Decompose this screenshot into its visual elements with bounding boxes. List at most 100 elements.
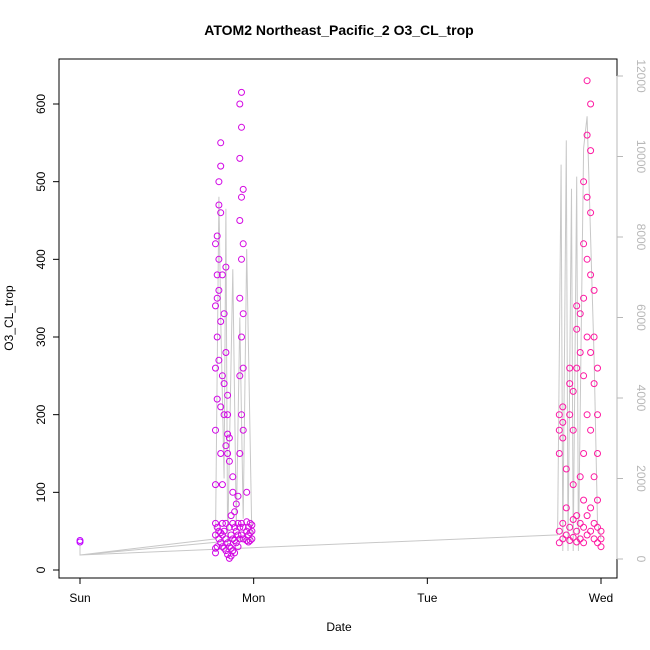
data-point xyxy=(238,411,245,419)
data-point xyxy=(236,217,244,224)
data-point xyxy=(225,457,233,465)
data-point xyxy=(580,240,588,248)
data-point xyxy=(580,372,588,380)
plot-frame xyxy=(58,58,618,579)
right-tick-label: 10000 xyxy=(634,140,648,174)
data-point xyxy=(217,539,225,547)
data-point xyxy=(566,411,574,419)
data-point xyxy=(597,543,605,551)
data-point xyxy=(239,310,247,318)
data-point xyxy=(212,302,219,310)
data-point xyxy=(587,147,595,155)
data-point xyxy=(566,523,574,531)
data-point xyxy=(239,240,247,248)
secondary-line xyxy=(79,116,602,556)
right-tick-label: 8000 xyxy=(634,224,648,251)
data-point xyxy=(213,333,221,341)
data-point xyxy=(215,535,223,543)
data-point xyxy=(238,531,245,539)
data-point xyxy=(231,523,239,531)
data-point xyxy=(212,549,219,557)
data-point xyxy=(594,523,601,531)
data-point xyxy=(583,193,591,201)
chart-title: ATOM2 Northeast_Pacific_2 O3_CL_trop xyxy=(204,22,473,38)
data-point xyxy=(220,411,228,419)
data-point xyxy=(227,531,235,539)
data-point xyxy=(583,531,591,539)
data-point xyxy=(225,523,233,531)
data-point xyxy=(559,519,567,527)
y-tick-label: 600 xyxy=(34,94,48,114)
data-point xyxy=(587,527,595,535)
y-tick-label: 100 xyxy=(34,482,48,502)
data-point xyxy=(222,442,230,450)
data-point xyxy=(215,527,223,535)
data-point xyxy=(217,450,225,457)
y-tick-label: 400 xyxy=(34,249,48,269)
y-tick-label: 200 xyxy=(34,404,48,424)
data-point xyxy=(217,209,225,217)
data-point xyxy=(555,527,563,535)
data-point xyxy=(566,380,574,388)
data-point xyxy=(218,372,226,380)
data-point xyxy=(217,318,225,325)
data-point xyxy=(590,333,598,341)
data-point xyxy=(243,488,251,496)
data-point xyxy=(583,512,591,520)
data-point xyxy=(217,139,225,147)
data-point xyxy=(555,450,563,457)
data-point xyxy=(218,531,226,539)
data-point xyxy=(213,271,221,279)
data-point xyxy=(559,403,567,411)
data-point xyxy=(234,543,242,551)
data-point xyxy=(559,434,567,442)
data-point xyxy=(573,512,581,520)
data-point xyxy=(222,263,230,271)
data-point xyxy=(562,504,570,512)
data-point xyxy=(234,519,242,527)
data-point xyxy=(590,519,598,527)
x-tick-label: Tue xyxy=(417,591,438,605)
data-point xyxy=(76,537,84,544)
data-point xyxy=(234,531,242,539)
data-point xyxy=(212,240,219,248)
data-point xyxy=(217,403,225,411)
data-point xyxy=(213,543,221,551)
data-point xyxy=(594,411,601,419)
data-point xyxy=(229,519,237,527)
data-point xyxy=(229,547,237,555)
data-point xyxy=(231,508,239,516)
data-point xyxy=(236,372,244,380)
data-point xyxy=(569,426,577,434)
y-axis-label: O3_CL_trop xyxy=(2,285,16,351)
data-point xyxy=(248,521,256,529)
data-point xyxy=(213,523,221,531)
data-point xyxy=(229,488,237,496)
data-point xyxy=(580,178,588,186)
data-point xyxy=(562,465,570,473)
data-point xyxy=(218,543,226,551)
data-point xyxy=(224,430,232,438)
data-point xyxy=(587,100,595,108)
data-point xyxy=(218,519,226,527)
data-point xyxy=(248,535,256,543)
data-point xyxy=(229,535,237,543)
x-tick-label: Mon xyxy=(242,591,265,605)
data-point xyxy=(580,496,588,504)
data-point xyxy=(580,539,588,547)
data-point xyxy=(231,549,239,557)
data-point xyxy=(587,349,595,356)
secondary-series xyxy=(79,116,602,556)
data-point xyxy=(569,481,577,489)
data-point xyxy=(583,411,591,419)
data-point xyxy=(569,533,577,541)
data-point xyxy=(238,255,245,263)
data-point xyxy=(215,286,223,294)
data-point xyxy=(222,519,230,527)
data-point xyxy=(594,450,601,457)
data-point xyxy=(246,537,254,544)
data-point xyxy=(212,481,219,489)
data-point xyxy=(239,364,247,372)
data-point xyxy=(213,294,221,302)
